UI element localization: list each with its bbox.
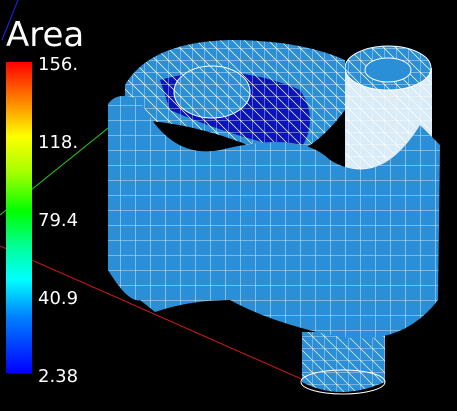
legend-tick-min: 2.38 — [38, 366, 78, 387]
main-body-top — [125, 40, 345, 155]
color-scale-bar — [6, 62, 32, 373]
main-body-front — [108, 95, 440, 339]
legend-tick-lower: 40.9 — [38, 288, 78, 309]
legend-tick-mid: 79.4 — [38, 210, 78, 231]
legend-tick-upper: 118. — [38, 132, 78, 153]
z-axis-line — [1, 0, 19, 41]
legend-tick-max: 156. — [38, 54, 78, 75]
legend-title: Area — [6, 15, 84, 55]
bottom-cylinder — [300, 332, 386, 395]
x-axis-line — [0, 245, 316, 386]
